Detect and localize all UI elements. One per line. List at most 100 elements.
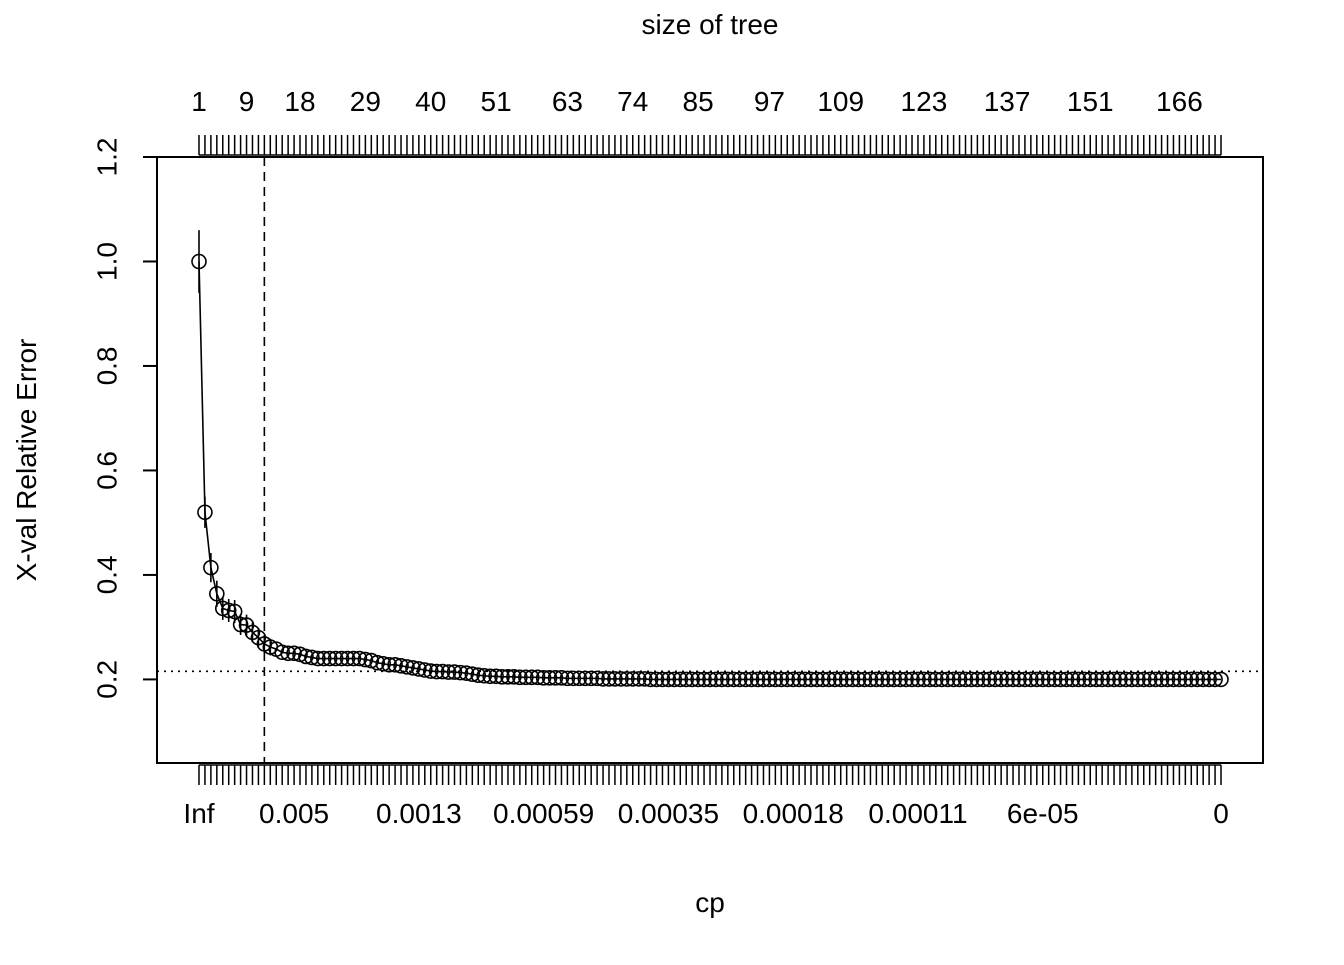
data-point <box>220 602 237 619</box>
y-tick-label: 1.2 <box>92 138 123 177</box>
data-point <box>601 671 617 687</box>
data-point <box>452 664 469 681</box>
data-point <box>369 654 386 671</box>
data-point <box>1147 671 1164 688</box>
bottom-tick-label: Inf <box>183 798 214 829</box>
data-point <box>648 671 665 688</box>
data-point <box>1029 671 1045 688</box>
data-point <box>411 661 427 677</box>
data-point <box>541 670 558 686</box>
data-point <box>339 650 356 667</box>
data-point <box>1171 671 1188 688</box>
data-point <box>993 671 1009 688</box>
x-axis-title: cp <box>695 887 725 918</box>
data-point <box>916 671 932 688</box>
data-point <box>1189 671 1206 688</box>
top-tick-label: 97 <box>754 86 785 117</box>
data-point <box>892 671 908 688</box>
data-point <box>232 616 249 633</box>
data-point <box>315 650 332 667</box>
data-point <box>310 650 326 667</box>
data-point <box>910 671 926 688</box>
data-point <box>298 648 314 665</box>
y-tick-label: 0.6 <box>92 451 123 490</box>
data-point <box>945 671 962 688</box>
data-point <box>922 671 938 688</box>
data-point <box>708 671 724 688</box>
data-point <box>518 669 534 686</box>
data-point <box>1082 671 1099 688</box>
data-point <box>636 671 653 687</box>
data-point <box>523 669 540 686</box>
data-point <box>446 664 463 680</box>
bottom-tick-label: 6e-05 <box>1007 798 1079 829</box>
data-point <box>1094 671 1110 688</box>
top-tick-label: 151 <box>1067 86 1114 117</box>
y-tick-label: 1.0 <box>92 242 123 281</box>
data-point <box>672 671 689 688</box>
data-point <box>1201 671 1217 688</box>
data-point <box>779 671 796 688</box>
data-point <box>702 671 718 688</box>
data-point <box>850 671 867 688</box>
data-point <box>428 663 445 680</box>
data-point <box>589 670 605 687</box>
data-point <box>583 670 599 687</box>
data-point <box>1070 671 1087 688</box>
data-point <box>500 669 516 685</box>
bottom-tick-label: 0.00018 <box>743 798 844 829</box>
bottom-tick-label: 0.0013 <box>376 798 462 829</box>
data-point <box>440 664 457 680</box>
data-point <box>684 671 700 688</box>
data-point <box>547 670 564 686</box>
top-tick-label: 123 <box>901 86 948 117</box>
data-point <box>607 671 623 687</box>
data-point <box>856 671 873 688</box>
data-point <box>714 671 730 688</box>
data-point <box>731 671 748 688</box>
data-point <box>512 669 528 686</box>
y-tick-label: 0.2 <box>92 660 123 699</box>
data-point <box>333 650 350 667</box>
data-point <box>1058 671 1075 688</box>
reference-lines <box>157 157 1263 763</box>
data-point <box>791 671 807 688</box>
data-point <box>482 668 498 685</box>
data-point <box>1195 671 1211 688</box>
data-point <box>416 662 433 678</box>
data-point <box>624 671 641 687</box>
top-tick-label: 29 <box>350 86 381 117</box>
data-point <box>1153 671 1170 688</box>
data-point <box>1213 671 1229 688</box>
data-point <box>690 671 706 688</box>
data-point <box>197 504 213 521</box>
data-point <box>1011 671 1027 688</box>
top-tick-label: 109 <box>817 86 864 117</box>
data-point <box>803 671 819 688</box>
data-point <box>1100 671 1116 688</box>
data-point <box>761 671 778 688</box>
data-point <box>529 669 546 686</box>
data-point <box>1023 671 1039 688</box>
top-tick-label: 166 <box>1156 86 1203 117</box>
data-point <box>1040 671 1057 688</box>
data-point <box>963 671 980 688</box>
top-tick-label: 74 <box>617 86 648 117</box>
y-axis-title: X-val Relative Error <box>11 339 42 582</box>
y-tick-label: 0.8 <box>92 346 123 385</box>
data-point <box>595 671 611 687</box>
data-point <box>826 671 843 688</box>
top-tick-label: 9 <box>239 86 255 117</box>
bottom-tick-label: 0 <box>1213 798 1229 829</box>
data-point <box>666 671 683 688</box>
data-point <box>1005 671 1021 688</box>
data-point <box>244 624 261 641</box>
data-point <box>886 671 902 688</box>
data-point <box>613 671 629 687</box>
data-point <box>577 670 594 687</box>
top-tick-label: 63 <box>552 86 583 117</box>
data-point <box>535 670 552 686</box>
data-point <box>755 671 772 688</box>
data-point <box>434 663 451 680</box>
data-point <box>969 671 986 688</box>
